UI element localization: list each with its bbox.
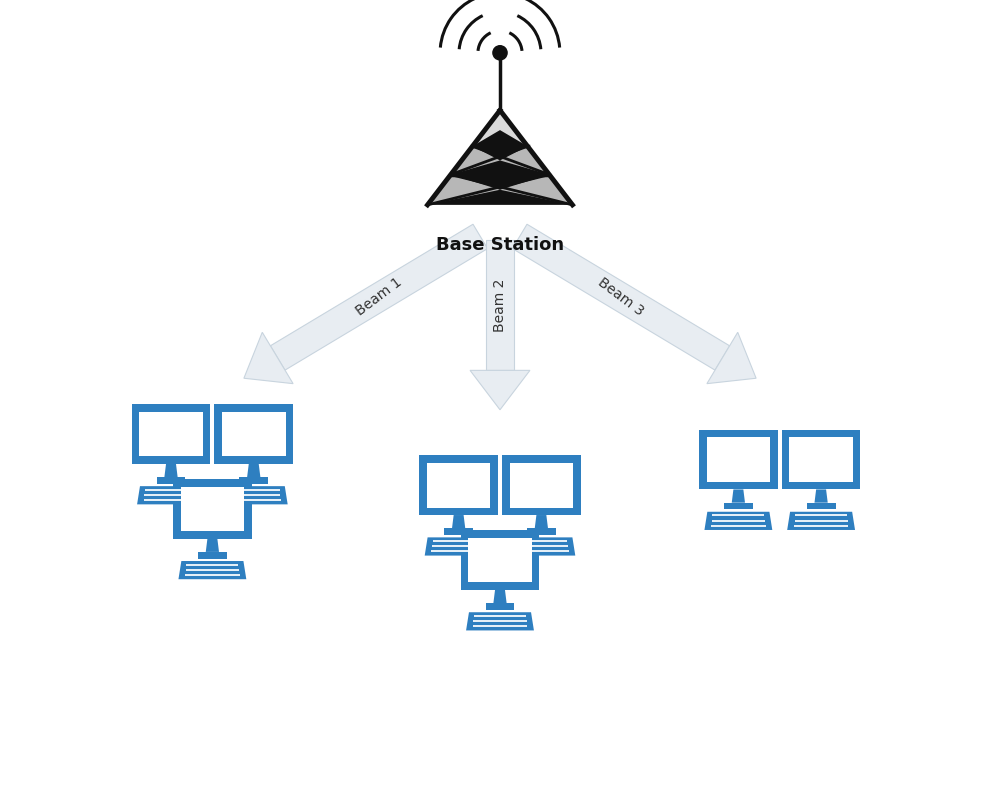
Polygon shape bbox=[814, 489, 828, 503]
Polygon shape bbox=[214, 404, 293, 464]
Polygon shape bbox=[486, 240, 514, 370]
Polygon shape bbox=[206, 539, 219, 552]
Text: Beam 2: Beam 2 bbox=[493, 279, 507, 332]
Polygon shape bbox=[699, 430, 778, 489]
Polygon shape bbox=[787, 511, 855, 530]
Polygon shape bbox=[789, 437, 853, 482]
Polygon shape bbox=[425, 537, 493, 556]
Polygon shape bbox=[157, 477, 185, 484]
Circle shape bbox=[493, 46, 507, 60]
Polygon shape bbox=[704, 511, 772, 530]
Polygon shape bbox=[512, 225, 730, 370]
Polygon shape bbox=[270, 225, 488, 370]
Polygon shape bbox=[502, 455, 581, 515]
Polygon shape bbox=[427, 463, 490, 507]
Polygon shape bbox=[132, 404, 210, 464]
Polygon shape bbox=[198, 552, 227, 559]
Polygon shape bbox=[724, 503, 753, 509]
Polygon shape bbox=[486, 603, 514, 610]
Polygon shape bbox=[178, 561, 246, 579]
Text: Base Station: Base Station bbox=[436, 236, 564, 255]
Polygon shape bbox=[451, 147, 500, 175]
Text: Beam 3: Beam 3 bbox=[595, 276, 647, 319]
Text: Beam 1: Beam 1 bbox=[353, 276, 405, 319]
Polygon shape bbox=[220, 486, 288, 504]
Polygon shape bbox=[500, 175, 572, 205]
Polygon shape bbox=[466, 612, 534, 630]
Polygon shape bbox=[500, 147, 549, 175]
Polygon shape bbox=[707, 437, 770, 482]
Polygon shape bbox=[222, 411, 286, 456]
Polygon shape bbox=[510, 463, 573, 507]
Polygon shape bbox=[472, 110, 500, 147]
Polygon shape bbox=[493, 590, 507, 603]
Polygon shape bbox=[247, 464, 260, 477]
Polygon shape bbox=[452, 515, 465, 528]
Polygon shape bbox=[419, 455, 498, 515]
Polygon shape bbox=[461, 530, 539, 590]
Polygon shape bbox=[137, 486, 205, 504]
Polygon shape bbox=[428, 175, 500, 205]
Polygon shape bbox=[428, 110, 572, 205]
Polygon shape bbox=[807, 503, 836, 509]
Polygon shape bbox=[732, 489, 745, 503]
Polygon shape bbox=[507, 537, 575, 556]
Polygon shape bbox=[527, 528, 556, 535]
Polygon shape bbox=[173, 479, 252, 539]
Polygon shape bbox=[139, 411, 203, 456]
Polygon shape bbox=[782, 430, 860, 489]
Polygon shape bbox=[707, 333, 756, 384]
Polygon shape bbox=[244, 333, 293, 384]
Polygon shape bbox=[535, 515, 548, 528]
Polygon shape bbox=[181, 486, 244, 531]
Polygon shape bbox=[468, 537, 532, 582]
Polygon shape bbox=[164, 464, 178, 477]
Polygon shape bbox=[239, 477, 268, 484]
Polygon shape bbox=[500, 110, 528, 147]
Polygon shape bbox=[470, 370, 530, 410]
Polygon shape bbox=[444, 528, 473, 535]
